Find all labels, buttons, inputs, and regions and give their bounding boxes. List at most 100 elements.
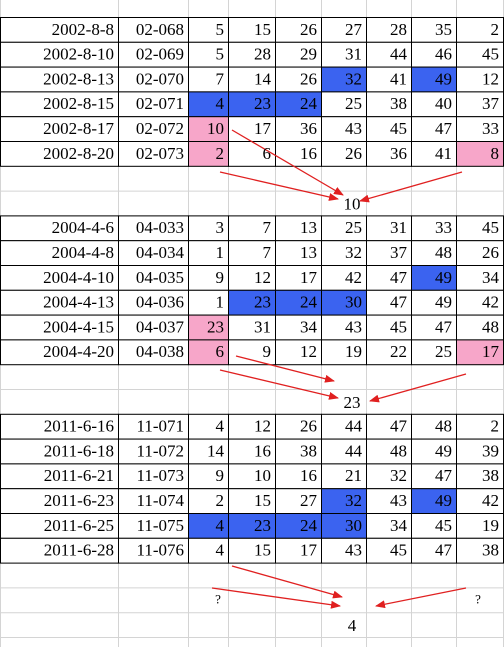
number: 33 <box>435 218 452 237</box>
number: 32 <box>345 491 362 510</box>
cell <box>118 537 189 564</box>
number: 22 <box>390 342 407 361</box>
cell <box>228 314 276 341</box>
number: 5 <box>216 45 225 64</box>
number: 45 <box>482 218 499 237</box>
cell <box>188 240 229 266</box>
cell <box>275 66 322 93</box>
number: 33 <box>482 119 499 138</box>
cell <box>0 537 119 564</box>
cell <box>321 215 367 242</box>
number: 35 <box>435 20 452 39</box>
cell <box>118 438 189 465</box>
cell <box>228 438 276 465</box>
number: 26 <box>300 417 317 436</box>
number: 49 <box>435 293 452 312</box>
number: 48 <box>482 317 499 336</box>
number: 42 <box>482 293 499 312</box>
issue-code: 02-070 <box>136 69 184 88</box>
issue-code: 11-074 <box>136 491 184 510</box>
date: 2004-4-13 <box>43 293 114 312</box>
issue-code: 04-036 <box>136 293 184 312</box>
date: 2011-6-21 <box>44 466 114 485</box>
cell <box>118 240 189 266</box>
cell <box>0 141 119 167</box>
cell <box>411 438 457 465</box>
number: 48 <box>435 243 452 262</box>
number: 4 <box>216 516 225 535</box>
cell <box>275 314 322 341</box>
number: 9 <box>216 466 225 485</box>
cell <box>366 537 412 564</box>
issue-code: 11-073 <box>136 466 184 485</box>
cell <box>0 66 119 93</box>
number: 49 <box>435 441 452 460</box>
cell <box>118 141 189 167</box>
cell <box>456 240 504 266</box>
number: 42 <box>482 491 499 510</box>
result: 10 <box>344 194 361 213</box>
number: 13 <box>300 218 317 237</box>
number: 4 <box>216 94 225 113</box>
number: 45 <box>435 516 452 535</box>
arrows <box>211 129 467 609</box>
number: 26 <box>300 69 317 88</box>
cell <box>366 413 412 440</box>
number: 45 <box>482 45 499 64</box>
issue-code: 11-075 <box>136 516 184 535</box>
number: 31 <box>254 317 271 336</box>
cell <box>0 513 119 539</box>
cell <box>228 513 276 539</box>
issue-code: 04-035 <box>136 268 184 287</box>
cell <box>188 17 229 43</box>
number: 17 <box>482 342 500 361</box>
unknown-mark: ? <box>215 591 221 606</box>
number: 7 <box>263 243 272 262</box>
date: 2002-8-13 <box>43 69 114 88</box>
cell <box>366 488 412 515</box>
arrow <box>369 373 467 403</box>
cell <box>321 91 367 118</box>
number: 15 <box>254 541 271 560</box>
number: 36 <box>390 144 407 163</box>
issue-code: 04-034 <box>136 243 185 262</box>
number: 12 <box>482 69 499 88</box>
issue-code: 04-033 <box>136 218 184 237</box>
cell <box>228 463 276 490</box>
number: 2 <box>216 144 225 163</box>
number: 40 <box>435 94 452 113</box>
number: 44 <box>345 417 363 436</box>
number: 5 <box>216 20 225 39</box>
cell <box>456 314 504 341</box>
number: 43 <box>345 119 362 138</box>
cell <box>188 513 229 539</box>
number: 43 <box>345 317 362 336</box>
number: 38 <box>390 94 407 113</box>
cell <box>275 41 322 68</box>
number: 45 <box>390 317 407 336</box>
cell <box>0 413 119 440</box>
number: 47 <box>390 268 408 287</box>
number: 16 <box>254 441 271 460</box>
number: 37 <box>482 94 500 113</box>
number: 36 <box>300 119 317 138</box>
cell <box>275 488 322 515</box>
cell <box>275 91 322 118</box>
cell <box>366 141 412 167</box>
number: 1 <box>216 243 225 262</box>
date: 2011-6-25 <box>44 516 114 535</box>
number: 4 <box>216 417 225 436</box>
number: 30 <box>345 516 362 535</box>
cell <box>275 513 322 539</box>
cell <box>275 438 322 465</box>
number: 2 <box>491 20 500 39</box>
number: 26 <box>482 243 499 262</box>
number: 46 <box>435 45 452 64</box>
result: 23 <box>344 393 361 412</box>
cell <box>188 537 229 564</box>
number: 2 <box>216 491 225 510</box>
arrow <box>375 587 467 609</box>
cell <box>188 265 229 291</box>
number: 44 <box>345 441 363 460</box>
cell <box>366 265 412 291</box>
